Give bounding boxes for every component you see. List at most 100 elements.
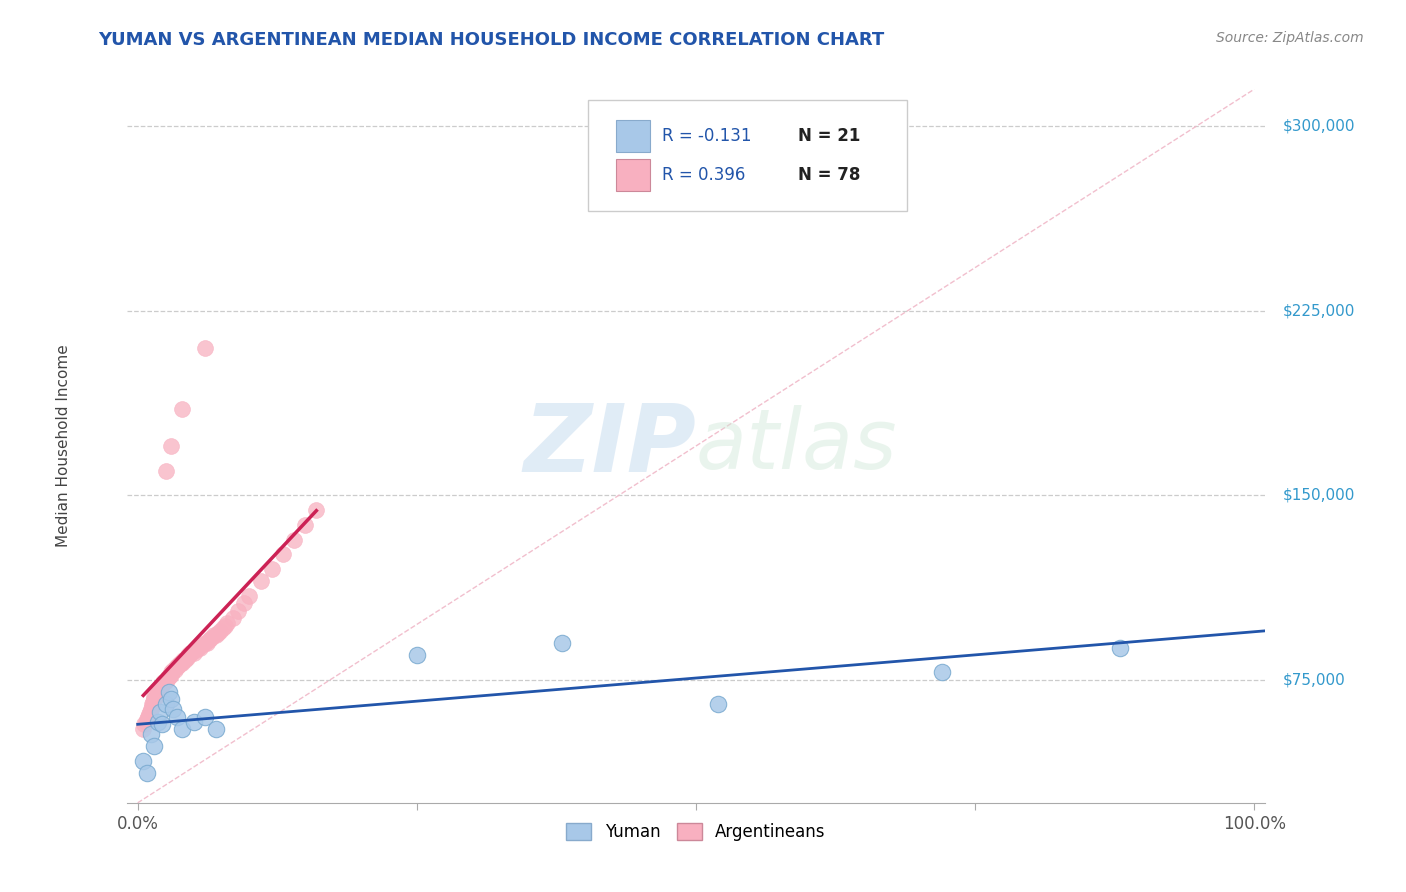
Point: [166, 709, 188, 723]
Point: [931, 665, 953, 680]
Text: YUMAN VS ARGENTINEAN MEDIAN HOUSEHOLD INCOME CORRELATION CHART: YUMAN VS ARGENTINEAN MEDIAN HOUSEHOLD IN…: [98, 31, 884, 49]
Point: [200, 631, 222, 645]
Point: [139, 727, 162, 741]
Point: [141, 699, 163, 714]
Point: [1109, 640, 1132, 655]
Point: [157, 685, 180, 699]
Text: R = -0.131: R = -0.131: [662, 127, 751, 145]
Point: [194, 341, 217, 355]
Point: [179, 646, 201, 660]
Point: [139, 702, 162, 716]
Text: $225,000: $225,000: [1282, 303, 1355, 318]
Point: [160, 692, 183, 706]
Point: [184, 643, 207, 657]
Point: [177, 648, 200, 662]
Point: [167, 658, 190, 673]
Point: [174, 650, 197, 665]
Point: [283, 533, 305, 547]
Point: [172, 402, 194, 417]
Point: [707, 698, 730, 712]
Text: $300,000: $300,000: [1282, 119, 1355, 134]
Point: [138, 707, 160, 722]
Point: [207, 626, 229, 640]
Point: [146, 714, 169, 729]
Text: ZIP: ZIP: [523, 400, 696, 492]
Point: [194, 636, 217, 650]
Point: [232, 597, 254, 611]
Point: [166, 660, 188, 674]
Point: [160, 439, 183, 453]
Point: [173, 653, 195, 667]
Point: [136, 709, 159, 723]
Text: atlas: atlas: [696, 406, 897, 486]
Point: [305, 503, 328, 517]
Point: [226, 604, 249, 618]
Point: [149, 705, 172, 719]
FancyBboxPatch shape: [588, 100, 907, 211]
Point: [156, 673, 179, 687]
Point: [405, 648, 427, 662]
Point: [211, 621, 233, 635]
Point: [162, 702, 184, 716]
Point: [249, 574, 271, 589]
Point: [180, 646, 202, 660]
Point: [194, 709, 217, 723]
Point: [172, 653, 194, 667]
Bar: [616, 159, 651, 191]
Point: [215, 616, 238, 631]
Text: N = 78: N = 78: [799, 166, 860, 184]
Point: [159, 668, 181, 682]
Point: [150, 680, 173, 694]
Point: [145, 690, 167, 704]
Point: [170, 656, 193, 670]
Point: [146, 685, 169, 699]
Point: [177, 648, 200, 662]
Point: [141, 698, 163, 712]
Point: [143, 690, 166, 704]
Point: [135, 714, 156, 729]
Point: [176, 650, 198, 665]
Point: [160, 665, 183, 680]
Point: [188, 640, 211, 655]
Text: N = 21: N = 21: [799, 127, 860, 145]
Point: [162, 663, 184, 677]
Point: [260, 562, 283, 576]
Point: [132, 754, 155, 768]
Point: [149, 680, 172, 694]
Point: [202, 628, 225, 642]
Point: [198, 633, 221, 648]
Point: [205, 722, 228, 736]
Point: [160, 668, 183, 682]
Point: [169, 656, 191, 670]
Point: [165, 660, 187, 674]
Text: $75,000: $75,000: [1282, 673, 1346, 687]
Point: [155, 698, 177, 712]
Point: [183, 714, 205, 729]
Point: [157, 670, 180, 684]
Point: [195, 636, 218, 650]
Point: [172, 656, 194, 670]
Point: [183, 646, 205, 660]
Point: [139, 705, 162, 719]
Point: [172, 722, 194, 736]
Point: [152, 675, 174, 690]
Text: R = 0.396: R = 0.396: [662, 166, 745, 184]
Point: [294, 517, 316, 532]
Point: [142, 695, 165, 709]
Point: [135, 712, 157, 726]
Point: [221, 611, 243, 625]
Point: [156, 670, 179, 684]
Point: [148, 682, 170, 697]
Point: [153, 675, 176, 690]
Point: [150, 678, 173, 692]
Point: [143, 692, 166, 706]
Point: [143, 739, 166, 754]
Point: [191, 638, 214, 652]
Point: [167, 658, 190, 673]
Text: $150,000: $150,000: [1282, 488, 1355, 503]
Text: Source: ZipAtlas.com: Source: ZipAtlas.com: [1216, 31, 1364, 45]
Point: [149, 682, 172, 697]
Point: [162, 665, 184, 680]
Point: [551, 636, 574, 650]
Point: [155, 673, 177, 687]
